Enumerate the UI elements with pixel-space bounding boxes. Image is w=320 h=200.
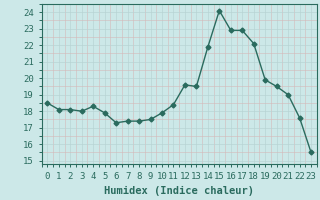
X-axis label: Humidex (Indice chaleur): Humidex (Indice chaleur): [104, 186, 254, 196]
